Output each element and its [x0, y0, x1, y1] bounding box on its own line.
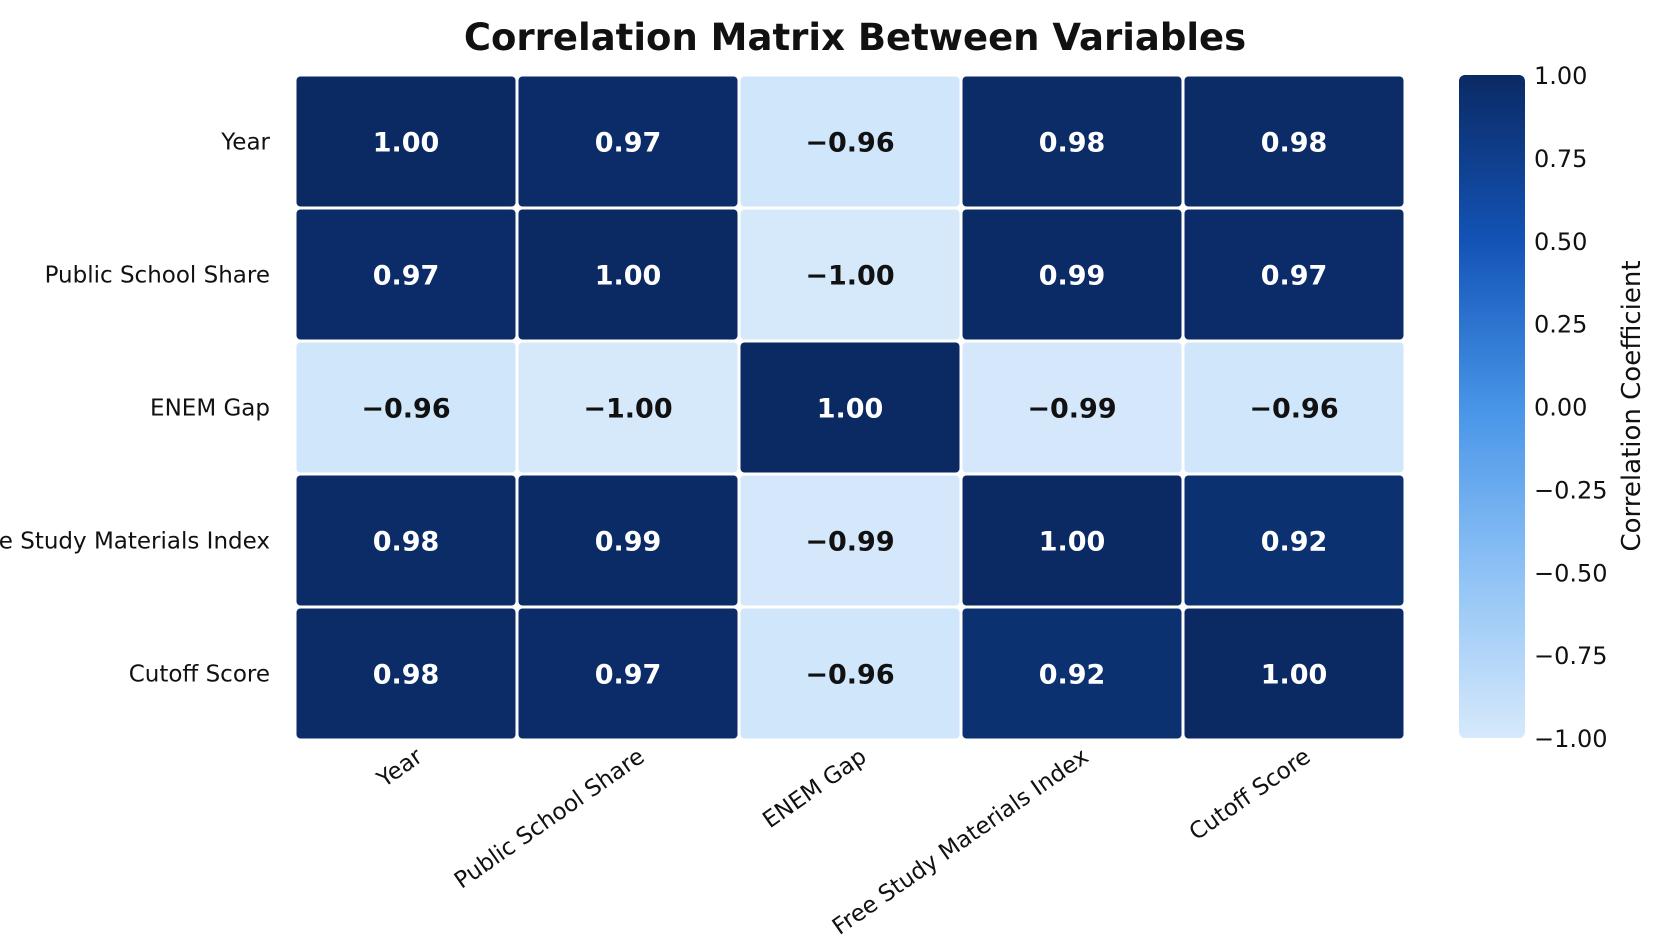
colorbar-tick-label: 0.75 — [1534, 145, 1587, 173]
cell-value-label: −0.96 — [805, 128, 894, 159]
colorbar-gradient — [1459, 75, 1525, 738]
heatmap-cell — [962, 342, 1182, 473]
cell-value-label: 1.00 — [1261, 660, 1328, 691]
colorbar-tick-label: 1.00 — [1534, 62, 1587, 90]
colorbar-label: Correlation Coefficient — [1617, 260, 1647, 551]
cell-value-label: −0.96 — [805, 660, 894, 691]
heatmap-cell — [1184, 342, 1404, 473]
row-label: ENEM Gap — [150, 396, 270, 422]
heatmap-cell — [518, 608, 738, 739]
cell-value-label: −1.00 — [805, 261, 894, 292]
heatmap-cell — [740, 76, 960, 207]
cell-value-label: 1.00 — [373, 128, 440, 159]
cell-value-label: 0.92 — [1261, 527, 1328, 558]
colorbar-tick-label: −1.00 — [1534, 725, 1608, 753]
colorbar: 1.00 0.75 0.50 0.25 0.00 −0.25 −0.50 −0.75 −1.00… — [1459, 62, 1647, 753]
heatmap-cell — [740, 209, 960, 340]
heatmap-cell — [1184, 475, 1404, 606]
heatmap-cell — [296, 608, 516, 739]
heatmap-cell — [1184, 76, 1404, 207]
heatmap-cell — [962, 76, 1182, 207]
heatmap-cell — [296, 76, 516, 207]
heatmap-cell — [740, 342, 960, 473]
cell-value-label: 0.97 — [595, 128, 662, 159]
cell-value-label: 1.00 — [595, 261, 662, 292]
cell-value-label: 1.00 — [1039, 527, 1106, 558]
heatmap-cell — [740, 475, 960, 606]
heatmap-cell — [1184, 608, 1404, 739]
colorbar-tick-label: −0.50 — [1534, 559, 1608, 587]
heatmap-cell — [962, 209, 1182, 340]
cell-value-label: 0.99 — [1039, 261, 1106, 292]
column-label: Cutoff Score — [1185, 744, 1316, 846]
heatmap-cell — [518, 342, 738, 473]
row-label: Free Study Materials Index — [0, 529, 270, 555]
row-label: Cutoff Score — [129, 662, 270, 688]
heatmap-cell — [962, 608, 1182, 739]
heatmap-cell — [518, 475, 738, 606]
heatmap-cell — [296, 475, 516, 606]
colorbar-tick-label: −0.25 — [1534, 476, 1608, 504]
heatmap-cell — [518, 76, 738, 207]
cell-value-label: 0.98 — [1261, 128, 1328, 159]
cell-value-label: 0.97 — [595, 660, 662, 691]
heatmap-cell — [296, 342, 516, 473]
heatmap-cell — [518, 209, 738, 340]
row-label: Public School Share — [45, 263, 270, 289]
cell-value-label: −0.96 — [1249, 394, 1338, 425]
heatmap-cells: 1.00 0.97 −0.96 0.98 0.98 0.97 1.00 −1.00 0.99 0.… — [296, 76, 1404, 739]
cell-value-label: 0.92 — [1039, 660, 1106, 691]
cell-value-label: −0.96 — [361, 394, 450, 425]
column-label: Public School Share — [450, 744, 650, 895]
cell-value-label: 0.97 — [373, 261, 440, 292]
colorbar-tick-label: 0.50 — [1534, 228, 1587, 256]
heatmap-cell — [1184, 209, 1404, 340]
column-label: Year — [372, 743, 428, 793]
cell-value-label: 0.98 — [373, 660, 440, 691]
cell-value-label: −0.99 — [1027, 394, 1116, 425]
row-label: Year — [220, 130, 270, 156]
cell-value-label: 1.00 — [817, 394, 884, 425]
heatmap-cell — [296, 209, 516, 340]
colorbar-tick-label: 0.00 — [1534, 394, 1587, 422]
column-label: Free Study Materials Index — [828, 744, 1093, 941]
heatmap-cell — [962, 475, 1182, 606]
column-label: ENEM Gap — [758, 744, 871, 834]
colorbar-ticks: 1.00 0.75 0.50 0.25 0.00 −0.25 −0.50 −0.75 −1.00 — [1534, 62, 1608, 753]
row-labels: Year Public School Share ENEM Gap Free Stud… — [0, 130, 271, 688]
heatmap-cell — [740, 608, 960, 739]
cell-value-label: 0.98 — [373, 527, 440, 558]
cell-value-label: 0.99 — [595, 527, 662, 558]
cell-value-label: −1.00 — [583, 394, 672, 425]
cell-value-label: −0.99 — [805, 527, 894, 558]
cell-value-label: 0.97 — [1261, 261, 1328, 292]
colorbar-tick-label: −0.75 — [1534, 642, 1608, 670]
chart-title: Correlation Matrix Between Variables — [464, 16, 1246, 59]
cell-value-label: 0.98 — [1039, 128, 1106, 159]
colorbar-tick-label: 0.25 — [1534, 311, 1587, 339]
